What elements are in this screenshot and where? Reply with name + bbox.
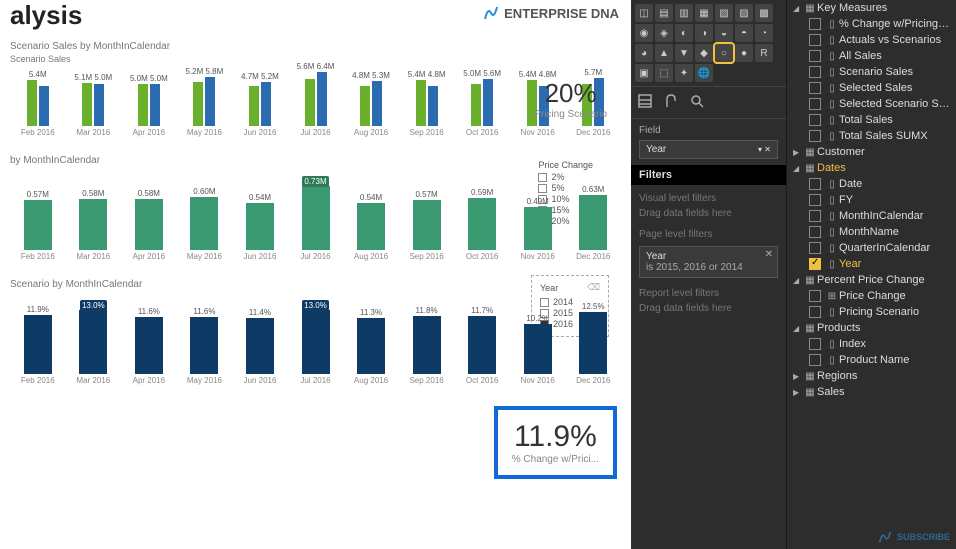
- viz-type-icon[interactable]: ▤: [655, 4, 673, 22]
- visual-level-filters-label: Visual level filters: [639, 191, 778, 206]
- viz-type-icon[interactable]: ▣: [635, 64, 653, 82]
- viz-type-icon[interactable]: ◓: [735, 24, 753, 42]
- close-icon[interactable]: ✕: [765, 249, 773, 260]
- price-change-legend-title: Price Change: [538, 160, 593, 170]
- fields-table[interactable]: ▶▦Regions: [787, 368, 956, 384]
- fields-item[interactable]: ▯Product Name: [787, 352, 956, 368]
- fields-table[interactable]: ◢▦Dates: [787, 160, 956, 176]
- chart2-axis: Feb 2016Mar 2016Apr 2016May 2016Jun 2016…: [10, 252, 621, 261]
- filters-header: Filters: [631, 165, 786, 185]
- viz-type-icon[interactable]: ◒: [715, 24, 733, 42]
- report-level-filters-label: Report level filters: [639, 286, 778, 301]
- viz-type-icon[interactable]: ▦: [695, 4, 713, 22]
- chart1[interactable]: 5.4M 5.1M 5.0M5.0M 5.0M5.2M 5.8M4.7M 5.2…: [10, 68, 621, 126]
- chart3[interactable]: 11.9%13.0%11.6%11.6%11.4%13.0%11.3%11.8%…: [10, 304, 621, 374]
- fields-item[interactable]: ▯Year: [787, 256, 956, 272]
- pct-change-card[interactable]: 11.9% % Change w/Prici...: [494, 406, 617, 479]
- chart2-title: by MonthInCalendar: [10, 155, 621, 166]
- viz-type-icon[interactable]: ▼: [675, 44, 693, 62]
- chart3-axis: Feb 2016Mar 2016Apr 2016May 2016Jun 2016…: [10, 376, 621, 385]
- fields-item[interactable]: ▯Date: [787, 176, 956, 192]
- format-tabs[interactable]: [631, 87, 786, 119]
- viz-type-icon[interactable]: R: [755, 44, 773, 62]
- fields-table[interactable]: ▶▦Customer: [787, 144, 956, 160]
- fields-table[interactable]: ▶▦Sales: [787, 384, 956, 400]
- viz-type-icon[interactable]: ●: [735, 44, 753, 62]
- pricing-scenario-card[interactable]: 20% Pricing Scenario: [534, 78, 607, 120]
- viz-type-icon[interactable]: ◫: [635, 4, 653, 22]
- fields-item[interactable]: ▯MonthInCalendar: [787, 208, 956, 224]
- page-level-filters-label: Page level filters: [639, 227, 778, 242]
- drag-hint-1: Drag data fields here: [639, 206, 778, 221]
- fields-item[interactable]: ▯Scenario Sales: [787, 64, 956, 80]
- chart3-title: Scenario by MonthInCalendar: [10, 279, 621, 290]
- viz-type-icon[interactable]: ◔: [755, 24, 773, 42]
- subscribe-watermark: SUBSCRIBE: [877, 529, 950, 545]
- eraser-icon[interactable]: ⌫: [587, 282, 600, 293]
- viz-picker[interactable]: ◫▤▥▦▧▨▩ ◉◈◐◑◒◓◔ ◕▲▼◆○●R ▣⬚✦🌐: [631, 0, 786, 87]
- viz-type-icon[interactable]: ◐: [675, 24, 693, 42]
- pct-change-value: 11.9%: [512, 420, 599, 454]
- fields-item[interactable]: ▯FY: [787, 192, 956, 208]
- viz-type-icon[interactable]: ○: [715, 44, 733, 62]
- fields-item[interactable]: ▯All Sales: [787, 48, 956, 64]
- viz-type-icon[interactable]: ▨: [735, 4, 753, 22]
- fields-item[interactable]: ▯Total Sales: [787, 112, 956, 128]
- fields-pane: ◢▦Key Measures▯% Change w/Pricing Scenar…: [786, 0, 956, 549]
- viz-type-icon[interactable]: ◕: [635, 44, 653, 62]
- brand-logo: ENTERPRISE DNA: [482, 4, 619, 22]
- fields-item[interactable]: ⊞Price Change: [787, 288, 956, 304]
- fields-item[interactable]: ▯Selected Scenario Sales: [787, 96, 956, 112]
- viz-type-icon[interactable]: ◉: [635, 24, 653, 42]
- format-tab-icon[interactable]: [663, 93, 679, 112]
- fields-table[interactable]: ◢▦Key Measures: [787, 0, 956, 16]
- drag-hint-2: Drag data fields here: [639, 301, 778, 316]
- fields-item[interactable]: ▯Pricing Scenario: [787, 304, 956, 320]
- pct-change-label: % Change w/Prici...: [512, 454, 599, 465]
- fields-table[interactable]: ◢▦Products: [787, 320, 956, 336]
- viz-type-icon[interactable]: ✦: [675, 64, 693, 82]
- viz-type-icon[interactable]: ▲: [655, 44, 673, 62]
- fields-item[interactable]: ▯Actuals vs Scenarios: [787, 32, 956, 48]
- chart1-axis: Feb 2016Mar 2016Apr 2016May 2016Jun 2016…: [10, 128, 621, 137]
- fields-item[interactable]: ▯Selected Sales: [787, 80, 956, 96]
- fields-item[interactable]: ▯MonthName: [787, 224, 956, 240]
- pricing-scenario-value: 20%: [534, 78, 607, 109]
- viz-type-icon[interactable]: ▥: [675, 4, 693, 22]
- chevron-down-icon[interactable]: ▾ ✕: [758, 145, 771, 154]
- fields-table[interactable]: ◢▦Percent Price Change: [787, 272, 956, 288]
- viz-type-icon[interactable]: ◆: [695, 44, 713, 62]
- pricing-scenario-label: Pricing Scenario: [534, 109, 607, 120]
- field-well-year[interactable]: Year ▾ ✕: [639, 140, 778, 159]
- fields-item[interactable]: ▯Total Sales SUMX: [787, 128, 956, 144]
- year-filter-chip[interactable]: Year is 2015, 2016 or 2014 ✕: [639, 246, 778, 278]
- chart1-title: Scenario Sales by MonthInCalendar: [10, 41, 621, 52]
- analytics-tab-icon[interactable]: [689, 93, 705, 112]
- price-legend-item[interactable]: 2%: [538, 172, 593, 182]
- fields-item[interactable]: ▯% Change w/Pricing Scenario: [787, 16, 956, 32]
- chart2[interactable]: 0.57M0.58M0.58M0.60M0.54M0.73M0.54M0.57M…: [10, 180, 621, 250]
- viz-type-icon[interactable]: ◈: [655, 24, 673, 42]
- year-slicer-title: Year: [540, 283, 558, 293]
- visualizations-pane: ◫▤▥▦▧▨▩ ◉◈◐◑◒◓◔ ◕▲▼◆○●R ▣⬚✦🌐 Field Year ▾ ✕…: [631, 0, 786, 549]
- fields-tab-icon[interactable]: [637, 93, 653, 112]
- field-well-label: Field: [639, 125, 778, 136]
- viz-type-icon[interactable]: ⬚: [655, 64, 673, 82]
- fields-item[interactable]: ▯Index: [787, 336, 956, 352]
- viz-type-icon[interactable]: 🌐: [695, 64, 713, 82]
- viz-type-icon[interactable]: ◑: [695, 24, 713, 42]
- viz-type-icon[interactable]: ▩: [755, 4, 773, 22]
- fields-item[interactable]: ▯QuarterInCalendar: [787, 240, 956, 256]
- viz-type-icon[interactable]: ▧: [715, 4, 733, 22]
